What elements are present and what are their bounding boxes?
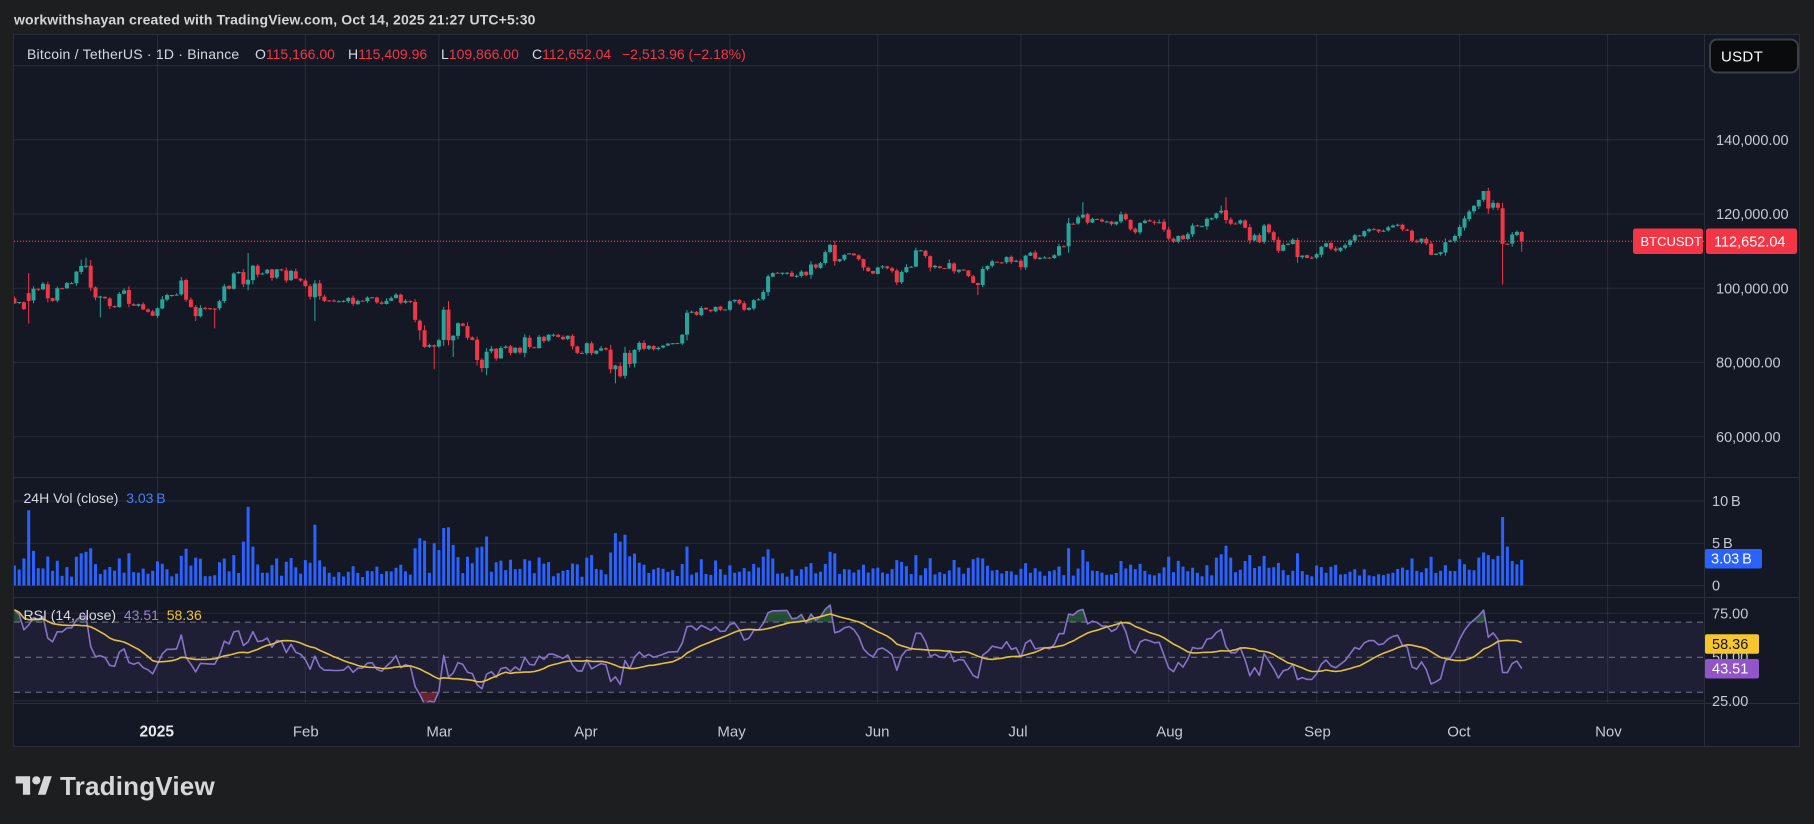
svg-text:Bitcoin / TetherUS · 1D · Bina: Bitcoin / TetherUS · 1D · Binance [27, 46, 239, 62]
svg-text:Jul: Jul [1008, 724, 1027, 741]
svg-text:Nov: Nov [1595, 724, 1622, 741]
svg-text:TradingView: TradingView [60, 771, 215, 801]
svg-text:Sep: Sep [1304, 724, 1331, 741]
svg-text:112,652.04: 112,652.04 [1714, 235, 1786, 251]
svg-text:O115,166.00: O115,166.00 [255, 46, 335, 62]
svg-text:Mar: Mar [426, 724, 452, 741]
svg-text:60,000.00: 60,000.00 [1716, 430, 1781, 446]
svg-text:May: May [717, 724, 746, 741]
svg-text:USDT: USDT [1721, 49, 1763, 66]
svg-text:10 B: 10 B [1712, 494, 1741, 510]
svg-text:workwithshayan created with Tr: workwithshayan created with TradingView.… [13, 12, 536, 28]
svg-text:L109,866.00: L109,866.00 [441, 46, 519, 62]
svg-text:Apr: Apr [574, 724, 597, 741]
svg-text:Feb: Feb [293, 724, 319, 741]
svg-text:100,000.00: 100,000.00 [1716, 281, 1789, 297]
svg-text:58.36: 58.36 [1712, 637, 1748, 653]
svg-text:2025: 2025 [140, 724, 175, 741]
svg-text:Aug: Aug [1156, 724, 1183, 741]
svg-text:Jun: Jun [865, 724, 889, 741]
svg-text:C112,652.04: C112,652.04 [532, 46, 611, 62]
svg-text:25.00: 25.00 [1712, 694, 1748, 710]
svg-text:BTCUSDT: BTCUSDT [1641, 234, 1702, 249]
svg-text:RSI (14, close) 43.51 58.36: RSI (14, close) 43.51 58.36 [24, 607, 202, 623]
svg-text:Oct: Oct [1447, 724, 1471, 741]
svg-text:75.00: 75.00 [1712, 606, 1748, 622]
svg-text:H115,409.96: H115,409.96 [348, 46, 427, 62]
svg-text:5 B: 5 B [1712, 536, 1733, 552]
svg-text:80,000.00: 80,000.00 [1716, 356, 1781, 372]
svg-text:0: 0 [1712, 579, 1720, 595]
svg-text:3.03 B: 3.03 B [1711, 552, 1752, 568]
svg-text:43.51: 43.51 [1712, 662, 1748, 678]
svg-text:120,000.00: 120,000.00 [1716, 207, 1789, 223]
svg-text:24H Vol (close) 3.03 B: 24H Vol (close) 3.03 B [24, 490, 166, 506]
svg-text:140,000.00: 140,000.00 [1716, 133, 1789, 149]
svg-text:−2,513.96 (−2.18%): −2,513.96 (−2.18%) [622, 46, 746, 62]
